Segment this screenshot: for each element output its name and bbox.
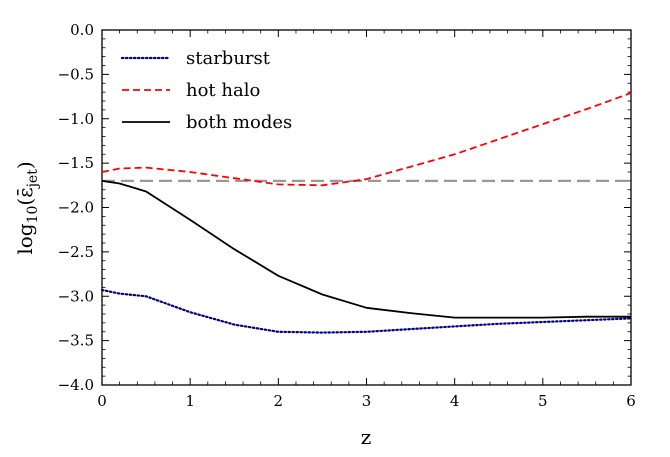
- y-tick-label: −1.0: [58, 110, 94, 128]
- y-label-close: ): [13, 161, 37, 169]
- y-tick-label: 0.0: [70, 21, 94, 39]
- x-tick-label: 0: [97, 392, 107, 410]
- legend-label-both-modes: both modes: [186, 112, 292, 133]
- y-tick-label: −2.0: [58, 199, 94, 217]
- y-axis-label: log10(ε̄jet): [13, 161, 41, 254]
- svg-text:log10(ε̄jet): log10(ε̄jet): [13, 161, 41, 254]
- legend-label-hot-halo: hot halo: [186, 80, 260, 101]
- series-layer: [100, 92, 633, 334]
- y-tick-label: −1.5: [58, 154, 94, 172]
- y-tick-label: −3.0: [58, 287, 94, 305]
- y-tick-label: −0.5: [58, 65, 94, 83]
- series-line-hot-halo: [101, 92, 632, 187]
- legend-label-starburst: starburst: [186, 48, 271, 69]
- y-label-sub: 10: [25, 206, 41, 224]
- y-label-arg-sub: jet: [25, 169, 41, 190]
- y-label-arg: (ε̄: [13, 187, 37, 205]
- x-axis-label: z: [361, 425, 372, 449]
- x-tick-label: 4: [450, 392, 460, 410]
- series-line-both-modes: [101, 180, 631, 319]
- series-line-starburst: [100, 288, 633, 334]
- axis-ticks: 0 1 2 3 4 5 6 0.0 −0.5 −1.0 −1.5 −2.0 −2.5 −3.0 −3.5 −4…: [58, 21, 636, 410]
- x-tick-label: 2: [274, 392, 284, 410]
- y-tick-label: −2.5: [58, 243, 94, 261]
- legend: starburst hot halo both modes: [120, 48, 292, 133]
- y-label-base: log: [13, 223, 37, 254]
- x-tick-label: 6: [626, 392, 636, 410]
- x-tick-label: 3: [362, 392, 372, 410]
- x-tick-label: 5: [538, 392, 548, 410]
- y-tick-label: −4.0: [58, 376, 94, 394]
- y-tick-label: −3.5: [58, 332, 94, 350]
- x-tick-label: 1: [185, 392, 195, 410]
